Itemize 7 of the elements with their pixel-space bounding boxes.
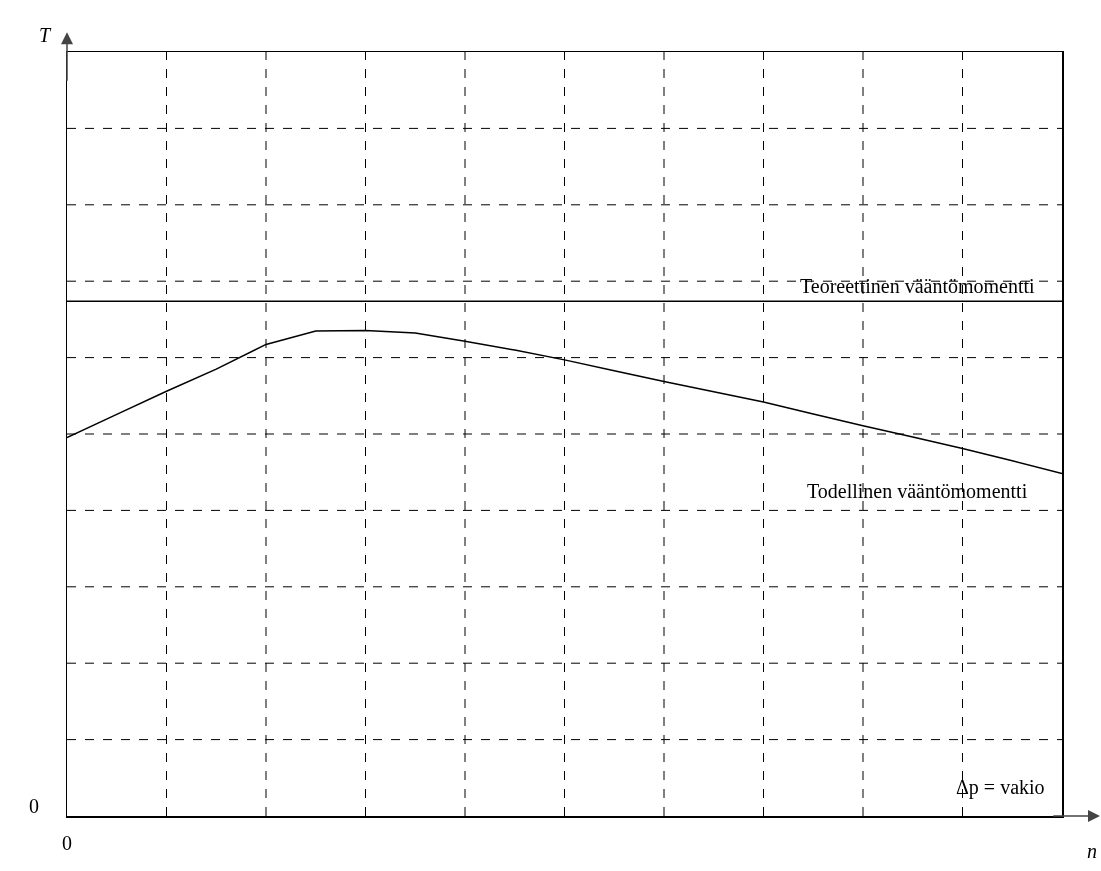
x-axis-title: n xyxy=(1087,840,1097,862)
text: 0 xyxy=(29,795,39,817)
series-label: Todellinen vääntömomentti xyxy=(807,480,1028,502)
text: 0 xyxy=(62,832,72,854)
series-label: Teoreettinen vääntömomentti xyxy=(800,275,1036,297)
annotation: Δp = vakio xyxy=(956,776,1045,799)
text: T xyxy=(39,24,52,46)
